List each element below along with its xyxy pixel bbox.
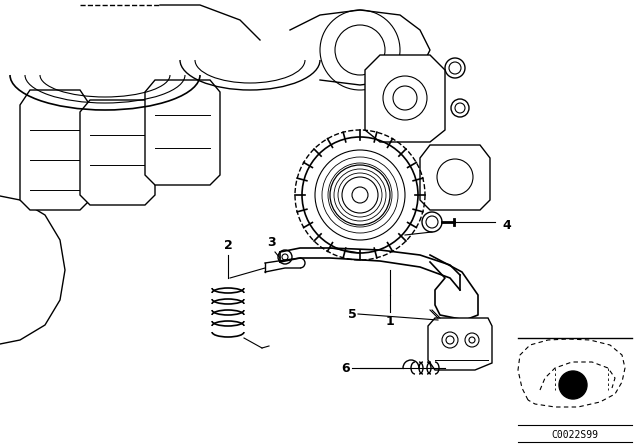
Polygon shape: [365, 55, 445, 142]
Text: 5: 5: [348, 307, 357, 320]
Text: 6: 6: [341, 362, 350, 375]
Polygon shape: [20, 90, 90, 210]
Polygon shape: [80, 100, 155, 205]
Polygon shape: [145, 80, 220, 185]
Text: 4: 4: [502, 219, 511, 232]
Circle shape: [559, 371, 587, 399]
Text: 3: 3: [267, 236, 275, 249]
Text: 1: 1: [386, 315, 394, 328]
Text: 2: 2: [223, 239, 232, 252]
Polygon shape: [428, 318, 492, 370]
Text: C0022S99: C0022S99: [552, 430, 598, 440]
Polygon shape: [420, 145, 490, 210]
